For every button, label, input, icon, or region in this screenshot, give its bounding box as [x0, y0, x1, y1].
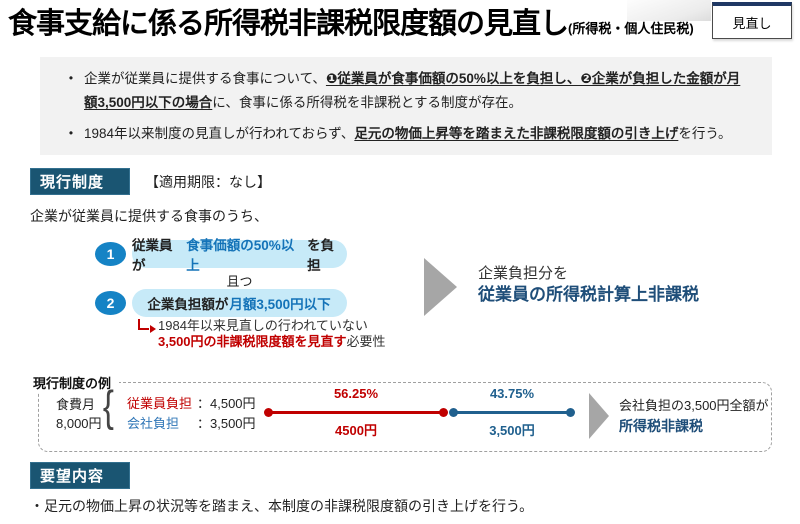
text-emphasis-red: 3,500円の非課税限度額を見直す — [158, 334, 347, 350]
current-system-intro: 企業が従業員に提供する食事のうち、 — [30, 208, 268, 224]
company-share-percent: 43.75% — [489, 386, 535, 401]
text-normal: に、食事に係る所得税を非課税とする制度が存在。 — [212, 95, 522, 111]
meal-cost-line2: 8,000円 — [56, 415, 102, 431]
employee-share-label: 従業員負担 — [127, 396, 193, 411]
revision-note: 1984年以来見直しの行われていない 3,500円の非課税限度額を見直す必要性 — [136, 318, 386, 351]
text-normal: を負担 — [307, 238, 335, 273]
summary-bullet-2: • 1984年以来制度の見直しが行われておらず、足元の物価上昇等を踏まえた非課税… — [58, 122, 752, 146]
example-label: 現行制度の例 — [31, 373, 120, 392]
employee-share-row: 従業員負担 ：4,500円 — [127, 394, 256, 414]
bullet-glyph: ・ — [30, 498, 44, 514]
text-normal: 必要性 — [346, 334, 386, 350]
company-share-value: ：3,500円 — [197, 416, 256, 432]
right-arrow-icon — [589, 393, 609, 439]
text-normal: 企業が従業員に提供する食事について、 — [84, 71, 326, 86]
decorative-gradient-strip — [627, 0, 711, 21]
text-emphasis: 月額3,500円以下 — [229, 297, 331, 312]
employee-share-bar — [264, 408, 448, 417]
company-share-amount: 3,500円 — [489, 423, 535, 438]
example-result-line1: 会社負担の3,500円全額が — [619, 398, 769, 413]
text-normal: を行う。 — [678, 125, 732, 141]
text-normal: 企業負担額が — [147, 297, 229, 312]
employee-share-percent: 56.25% — [333, 386, 379, 401]
title-row: 食事支給に係る所得税非課税限度額の見直し(所得税・個人住民税) — [8, 8, 708, 41]
request-bullet: ・足元の物価上昇の状況等を踏まえ、本制度の非課税限度額の引き上げを行う。 — [30, 496, 533, 516]
elbow-arrow-icon — [138, 319, 156, 333]
revision-note-line1: 1984年以来見直しの行われていない — [158, 318, 368, 333]
application-period: 【適用期限：なし】 — [145, 174, 271, 190]
page-title: 食事支給に係る所得税非課税限度額の見直し — [8, 8, 569, 40]
bar-endpoint — [439, 408, 448, 417]
text-emphasis: 食事価額の50%以上 — [186, 238, 295, 273]
summary-bullet-2-text: 1984年以来制度の見直しが行われておらず、足元の物価上昇等を踏まえた非課税限度… — [84, 122, 732, 146]
bar-endpoint — [264, 408, 273, 417]
bar-endpoint — [449, 408, 458, 417]
company-share-label: 会社負担 — [127, 416, 180, 432]
employee-share-amount: 4500円 — [335, 423, 377, 438]
bullet-glyph: • — [68, 125, 74, 140]
section-header-current-system: 現行制度 — [30, 168, 130, 195]
result-line2: 従業員の所得税計算上非課税 — [478, 285, 699, 305]
revision-note-line2: 3,500円の非課税限度額を見直す必要性 — [158, 334, 386, 350]
result-line1: 企業負担分を — [478, 265, 569, 282]
condition-2-number: 2 — [95, 291, 126, 315]
and-connector: 且つ — [226, 274, 253, 289]
example-result-line2: 所得税非課税 — [619, 417, 703, 434]
request-bullet-text: 足元の物価上昇の状況等を踏まえ、本制度の非課税限度額の引き上げを行う。 — [44, 498, 534, 514]
current-system-example-box: 現行制度の例 食費月 8,000円 { 従業員負担 ：4,500円 会社負担 ：3,… — [31, 373, 772, 452]
summary-bullet-1-text: 企業が従業員に提供する食事について、❶従業員が食事価額の50%以上を負担し、❷企… — [84, 67, 752, 116]
status-badge: 見直し — [712, 2, 792, 39]
section-header-request: 要望内容 — [30, 462, 130, 489]
example-result: 会社負担の3,500円全額が 所得税非課税 — [619, 397, 769, 436]
summary-box: • 企業が従業員に提供する食事について、❶従業員が食事価額の50%以上を負担し、… — [40, 57, 772, 155]
condition-2-pill: 企業負担額が 月額3,500円以下 — [132, 289, 347, 317]
company-share-row: 会社負担 ：3,500円 — [127, 414, 256, 434]
employee-share-value: ：4,500円 — [197, 396, 256, 411]
text-normal: 1984年以来制度の見直しが行われておらず、 — [84, 125, 355, 141]
condition-1-number: 1 — [95, 242, 126, 266]
cost-breakdown: 従業員負担 ：4,500円 会社負担 ：3,500円 — [127, 394, 256, 434]
brace-glyph: { — [102, 382, 114, 431]
text-emphasis: 足元の物価上昇等を踏まえた非課税限度額の引き上げ — [354, 125, 679, 141]
page-title-suffix: (所得税・個人住民税) — [568, 21, 694, 36]
current-system-result: 企業負担分を 従業員の所得税計算上非課税 — [478, 264, 699, 307]
summary-bullet-1: • 企業が従業員に提供する食事について、❶従業員が食事価額の50%以上を負担し、… — [58, 67, 752, 116]
condition-1-pill: 従業員が 食事価額の50%以上 を負担 — [132, 238, 347, 273]
meal-cost-label: 食費月 8,000円 — [56, 396, 102, 434]
text-emphasis: ❶従業員が食事価額の50%以上を負担し、❷企業が負担した金額が月額3,500円以… — [84, 71, 741, 111]
bullet-glyph: • — [68, 71, 74, 85]
bar-endpoint — [566, 408, 575, 417]
right-arrow-icon — [424, 258, 457, 316]
meal-cost-line1: 食費月 — [56, 397, 96, 412]
company-share-bar — [449, 408, 575, 417]
text-normal: 従業員が — [132, 238, 173, 273]
